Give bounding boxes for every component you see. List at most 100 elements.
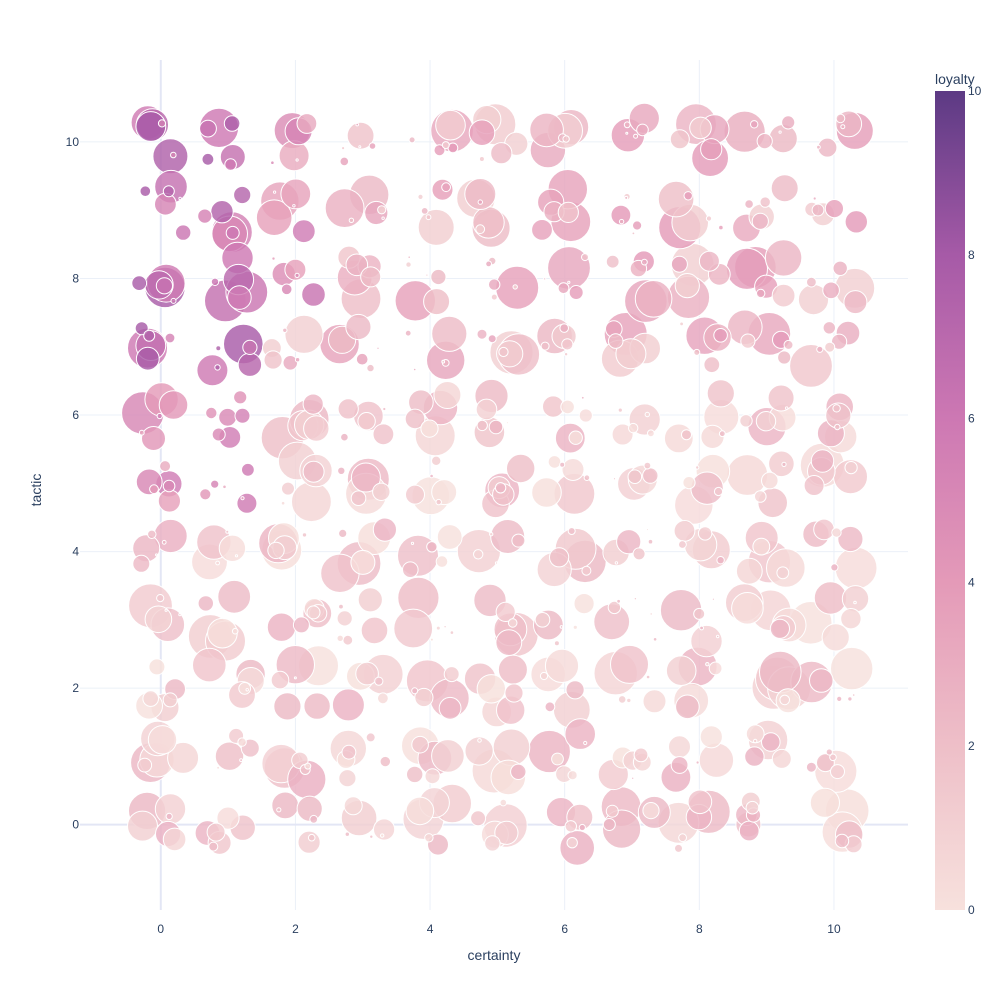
data-point bbox=[701, 425, 724, 448]
data-point bbox=[751, 121, 758, 128]
data-point bbox=[308, 834, 315, 841]
data-point bbox=[835, 424, 840, 429]
data-point bbox=[238, 738, 246, 746]
data-point bbox=[582, 566, 591, 575]
data-point bbox=[307, 606, 320, 619]
data-point bbox=[671, 256, 687, 272]
data-point bbox=[418, 209, 454, 245]
data-point bbox=[836, 114, 845, 123]
data-point bbox=[550, 548, 569, 567]
data-point bbox=[469, 120, 495, 146]
data-point bbox=[700, 626, 704, 630]
data-point bbox=[133, 555, 150, 572]
x-axis-ticks: 0 2 4 6 8 10 bbox=[157, 922, 841, 936]
data-point bbox=[217, 766, 220, 769]
data-point bbox=[406, 797, 434, 825]
data-point bbox=[346, 314, 371, 339]
data-point bbox=[691, 625, 722, 656]
data-point bbox=[560, 626, 563, 629]
data-point bbox=[476, 399, 497, 420]
data-point bbox=[339, 604, 344, 609]
data-point bbox=[409, 137, 415, 143]
data-point bbox=[613, 478, 615, 480]
data-point bbox=[755, 491, 767, 503]
data-point bbox=[740, 415, 752, 427]
data-point bbox=[281, 179, 311, 209]
data-point bbox=[442, 183, 451, 192]
data-point bbox=[274, 191, 276, 193]
data-point bbox=[235, 408, 250, 423]
data-point bbox=[436, 499, 441, 504]
data-point bbox=[532, 220, 553, 241]
data-point bbox=[432, 740, 465, 773]
data-point bbox=[485, 836, 500, 851]
colorbar-tick-label: 0 bbox=[968, 903, 975, 917]
data-point bbox=[753, 538, 770, 555]
data-point bbox=[218, 580, 251, 613]
data-point bbox=[745, 200, 754, 209]
data-point bbox=[699, 251, 719, 271]
data-point bbox=[554, 641, 559, 646]
y-axis-title: tactic bbox=[28, 474, 44, 507]
data-point bbox=[832, 528, 841, 537]
data-point bbox=[373, 518, 396, 541]
data-point bbox=[215, 742, 243, 770]
data-point bbox=[765, 240, 801, 276]
data-point bbox=[560, 462, 565, 467]
data-point bbox=[635, 281, 672, 318]
data-point bbox=[646, 675, 650, 679]
data-point bbox=[202, 153, 214, 165]
data-point bbox=[671, 757, 688, 774]
colorbar-ticks: 0246810 bbox=[968, 84, 982, 917]
data-point bbox=[704, 357, 720, 373]
data-point bbox=[128, 811, 158, 841]
data-point bbox=[644, 462, 651, 469]
data-point bbox=[439, 697, 461, 719]
data-point bbox=[603, 819, 615, 831]
data-point bbox=[296, 159, 298, 161]
y-tick-label: 4 bbox=[72, 545, 79, 559]
data-point bbox=[292, 220, 315, 243]
data-point bbox=[302, 533, 306, 537]
data-point bbox=[762, 472, 779, 489]
data-point bbox=[544, 278, 546, 280]
data-point bbox=[246, 689, 248, 691]
x-tick-label: 8 bbox=[696, 922, 703, 936]
data-point bbox=[432, 456, 441, 465]
data-point bbox=[283, 328, 287, 332]
data-point bbox=[826, 749, 832, 755]
data-point bbox=[560, 831, 595, 866]
data-point bbox=[158, 120, 165, 127]
data-point bbox=[741, 334, 755, 348]
data-point bbox=[132, 276, 147, 291]
data-point bbox=[532, 478, 562, 508]
data-point bbox=[674, 521, 695, 542]
data-point bbox=[295, 358, 299, 362]
data-point bbox=[579, 409, 592, 422]
data-point bbox=[634, 748, 648, 762]
data-point bbox=[633, 548, 645, 560]
data-point bbox=[338, 399, 358, 419]
data-point bbox=[179, 614, 181, 616]
y-tick-label: 0 bbox=[72, 818, 79, 832]
data-point bbox=[489, 420, 503, 434]
data-point bbox=[264, 351, 282, 369]
data-point bbox=[373, 483, 390, 500]
y-tick-label: 6 bbox=[72, 408, 79, 422]
data-point bbox=[831, 647, 873, 689]
data-point bbox=[285, 315, 323, 353]
data-point bbox=[806, 762, 816, 772]
data-point bbox=[342, 745, 356, 759]
data-point bbox=[442, 360, 445, 363]
data-point bbox=[340, 157, 349, 166]
data-point bbox=[506, 422, 508, 424]
data-point bbox=[293, 205, 295, 207]
data-point bbox=[653, 638, 657, 642]
data-point bbox=[225, 159, 237, 171]
data-point bbox=[625, 196, 628, 199]
data-point bbox=[148, 530, 156, 538]
data-point bbox=[540, 672, 547, 679]
data-point bbox=[281, 284, 292, 295]
data-point bbox=[436, 110, 466, 140]
